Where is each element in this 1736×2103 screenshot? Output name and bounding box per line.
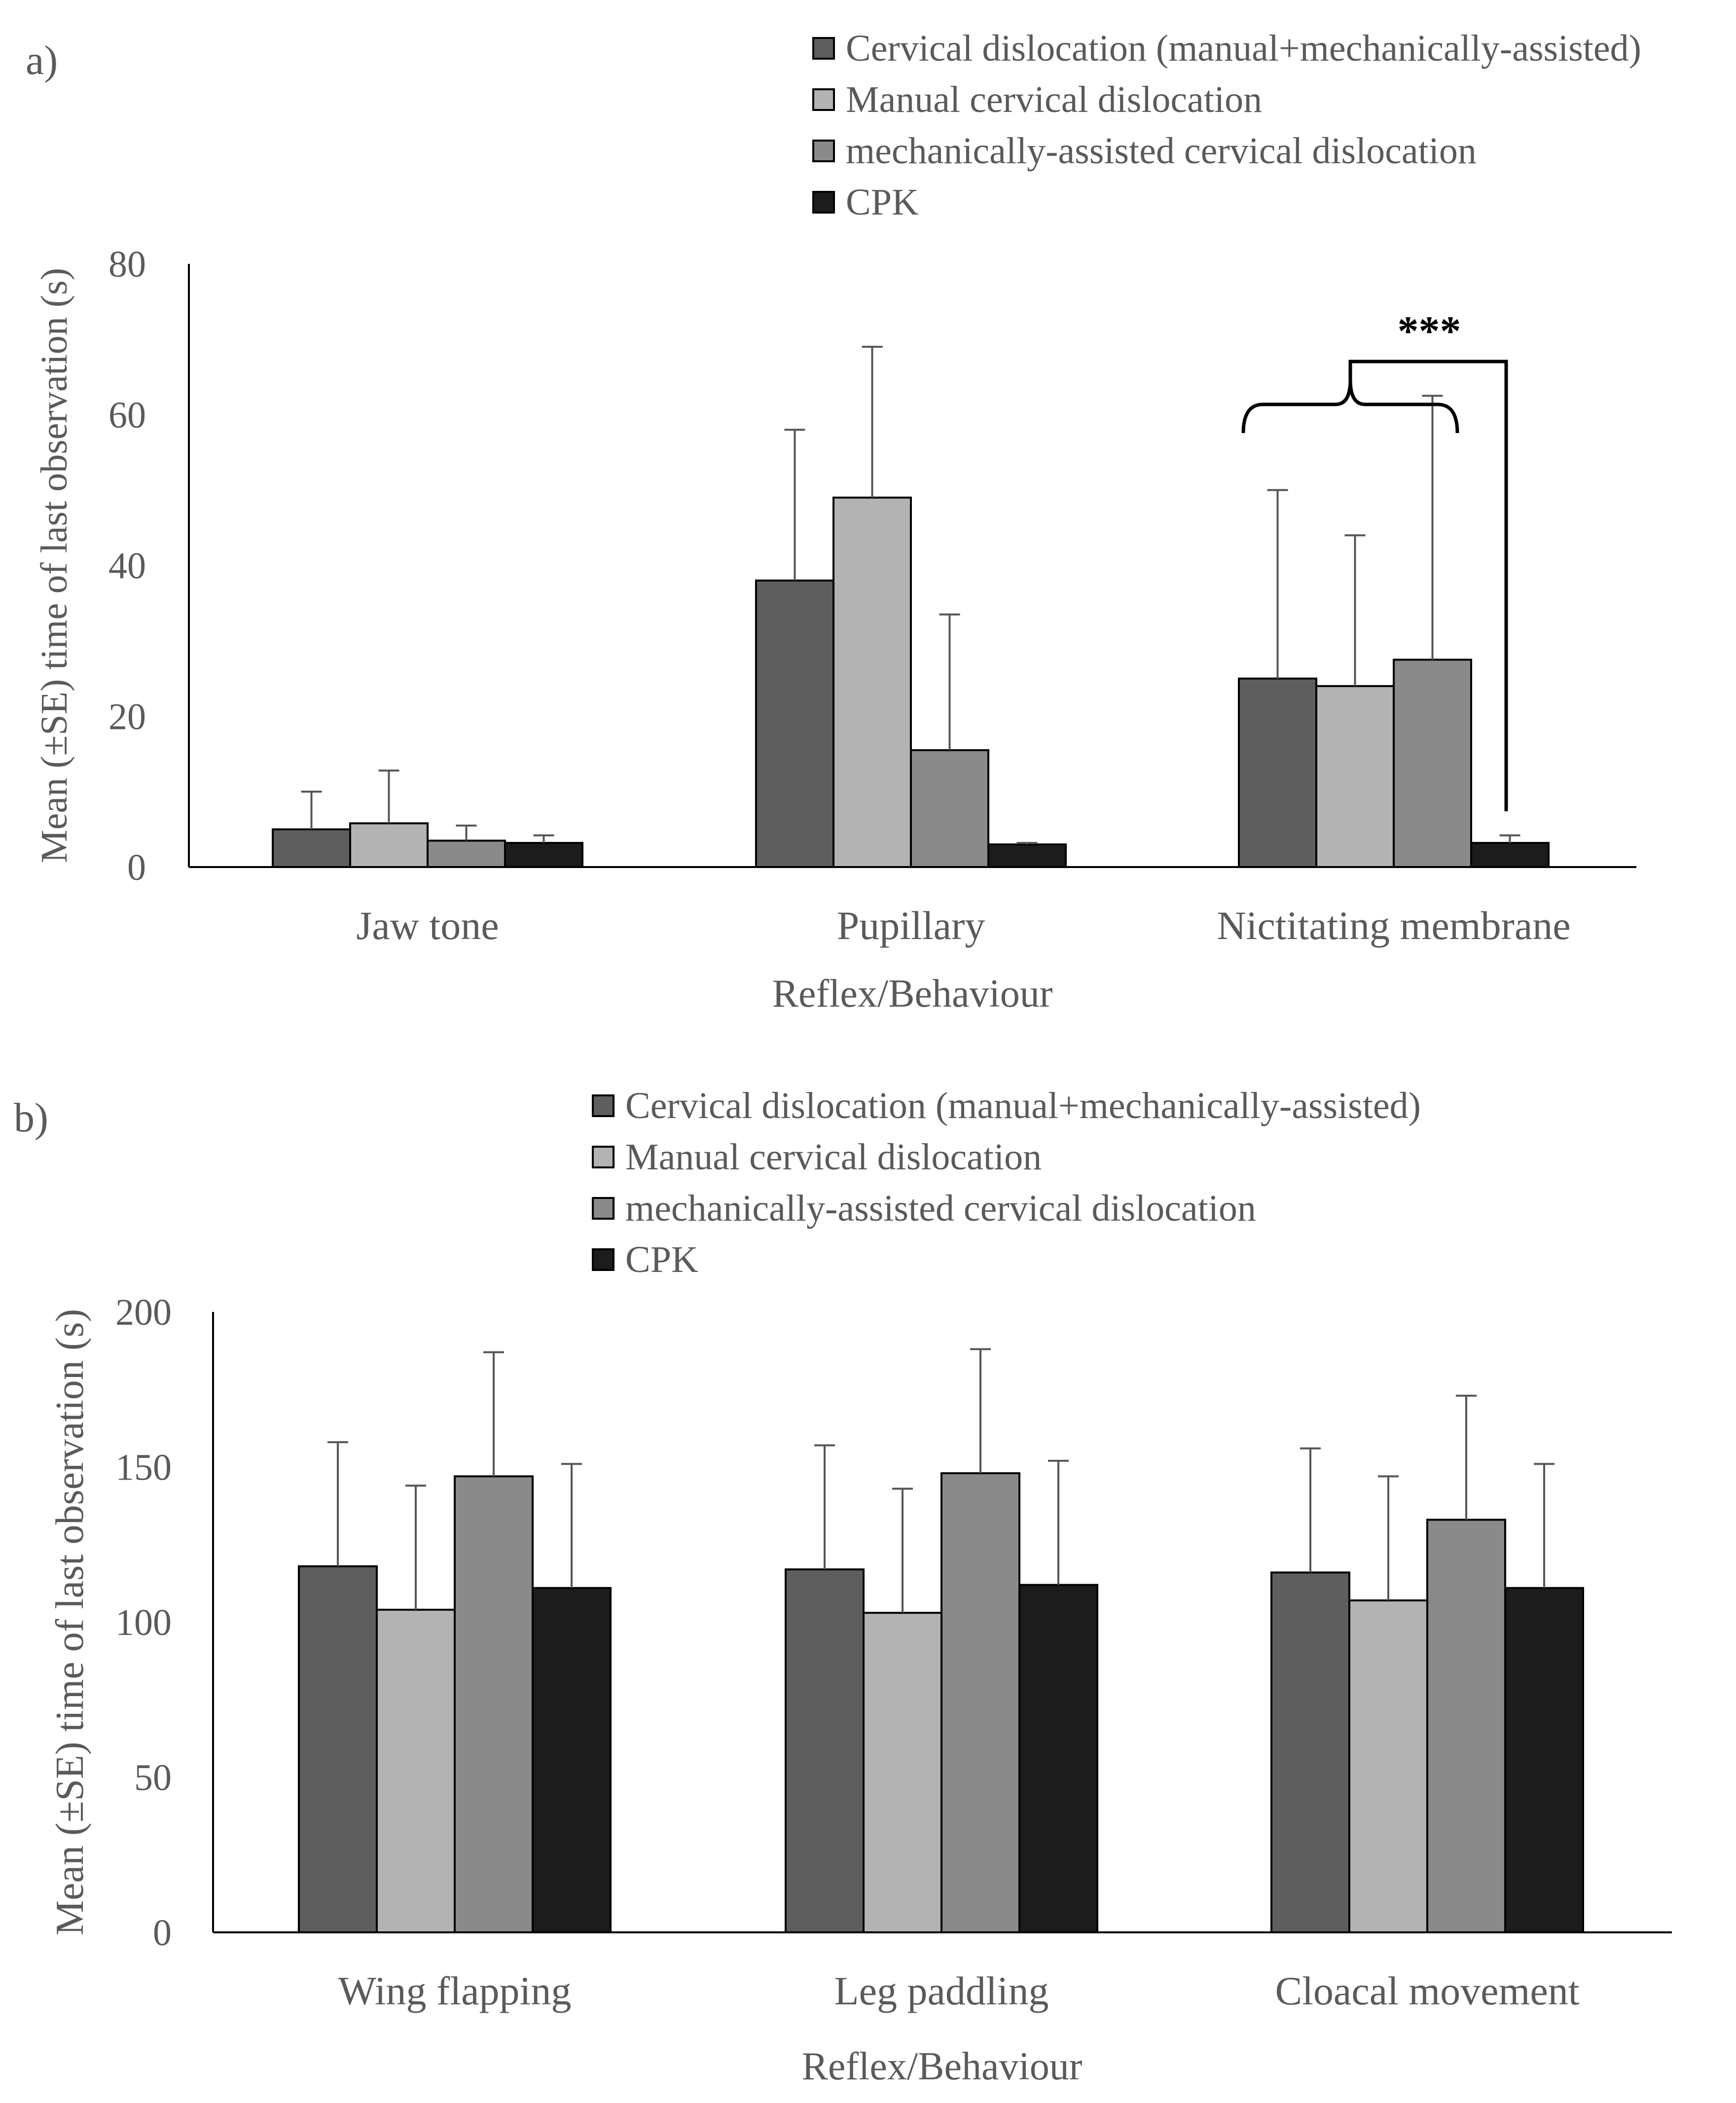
x-category-label: Wing flapping [338, 1968, 572, 2013]
legend-label: Cervical dislocation (manual+mechanicall… [625, 1085, 1421, 1126]
bar [427, 839, 506, 869]
y-tick-label: 60 [108, 395, 146, 436]
y-tick-label: 80 [108, 244, 146, 285]
y-tick-label: 40 [108, 545, 146, 587]
legend-swatch [812, 140, 835, 162]
legend-label: Manual cervical dislocation [625, 1136, 1042, 1178]
bar [298, 1565, 378, 1933]
bar [832, 496, 912, 868]
bar [1393, 658, 1472, 868]
y-axis-title: Mean (±SE) time of last observation (s) [48, 1309, 92, 1935]
legend-label: CPK [625, 1238, 698, 1280]
bar [1315, 685, 1395, 868]
legend-item: Cervical dislocation (manual+mechanicall… [812, 23, 1641, 74]
bar [532, 1587, 612, 1934]
chart-panel-a: 0 20 40 60 80 Jaw tone Pupillary Nictitating me… [34, 244, 1636, 1015]
legend-panel-b: Cervical dislocation (manual+mechanicall… [592, 1080, 1421, 1285]
legend-panel-a: Cervical dislocation (manual+mechanicall… [812, 23, 1641, 228]
legend-item: Manual cervical dislocation [812, 74, 1641, 125]
legend-swatch [592, 1197, 615, 1220]
bar [940, 1472, 1020, 1934]
bar [755, 580, 834, 868]
x-axis-title: Reflex/Behaviour [802, 2045, 1083, 2088]
legend-label: mechanically-assisted cervical dislocati… [846, 130, 1477, 172]
bar [376, 1608, 456, 1934]
legend-label: Cervical dislocation (manual+mechanicall… [846, 27, 1641, 69]
x-axis-title: Reflex/Behaviour [772, 972, 1053, 1015]
legend-item: Manual cervical dislocation [592, 1131, 1421, 1183]
y-tick-label: 100 [115, 1602, 172, 1643]
bar [1470, 842, 1550, 868]
legend-swatch [592, 1146, 615, 1168]
y-tick-label: 0 [127, 847, 146, 888]
legend-label: mechanically-assisted cervical dislocati… [625, 1187, 1256, 1229]
legend-swatch [592, 1248, 615, 1271]
bar [785, 1568, 865, 1934]
legend-swatch [812, 191, 835, 214]
x-category-label: Pupillary [837, 903, 985, 948]
x-category-label: Cloacal movement [1275, 1968, 1579, 2013]
bar [1238, 677, 1317, 868]
y-tick-label: 50 [134, 1757, 172, 1799]
significance-marker: *** [1398, 307, 1461, 355]
y-tick-label: 200 [115, 1292, 172, 1333]
x-category-label: Nictitating membrane [1217, 903, 1570, 948]
significance-brace [1241, 379, 1459, 434]
legend-item: CPK [812, 177, 1641, 228]
legend-item: Cervical dislocation (manual+mechanicall… [592, 1080, 1421, 1131]
legend-swatch [812, 37, 835, 60]
significance-connector [1348, 360, 1508, 811]
legend-item: mechanically-assisted cervical dislocati… [812, 125, 1641, 177]
chart-panel-b: 0 50 100 150 200 Wing flapping Leg paddling Clo… [48, 1292, 1672, 2088]
bar [1504, 1587, 1584, 1934]
legend-swatch [592, 1094, 615, 1117]
bar [1426, 1519, 1506, 1933]
bar [504, 842, 583, 868]
bar [987, 843, 1067, 868]
x-category-label: Jaw tone [356, 903, 499, 948]
bar [272, 828, 351, 868]
bar [863, 1612, 942, 1933]
legend-item: mechanically-assisted cervical dislocati… [592, 1183, 1421, 1234]
panel-a-label: a) [26, 37, 58, 83]
y-tick-label: 20 [108, 696, 146, 737]
x-category-label: Leg paddling [834, 1968, 1049, 2013]
bar [349, 822, 429, 869]
panel-b-label: b) [14, 1095, 48, 1141]
legend-label: CPK [846, 181, 919, 223]
bar [1018, 1584, 1098, 1933]
bar [1270, 1571, 1350, 1934]
bar [1348, 1599, 1428, 1933]
bar [454, 1475, 534, 1934]
y-tick-label: 0 [153, 1912, 172, 1954]
legend-swatch [812, 88, 835, 111]
legend-label: Manual cervical dislocation [846, 78, 1263, 120]
bar [910, 749, 989, 868]
y-axis-title: Mean (±SE) time of last observation (s) [34, 268, 75, 863]
y-tick-label: 150 [115, 1447, 172, 1488]
legend-item: CPK [592, 1234, 1421, 1285]
